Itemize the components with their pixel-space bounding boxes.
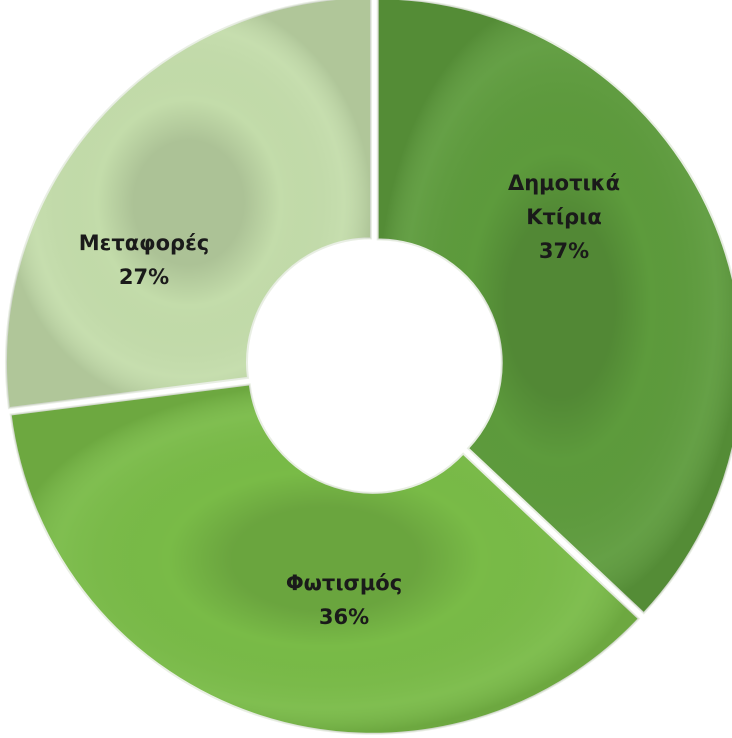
slice-value-label: 37% bbox=[539, 239, 589, 263]
slices-layer bbox=[5, 0, 732, 735]
slice-label: Μεταφορές 27% bbox=[79, 231, 209, 289]
slice-value-label: 36% bbox=[319, 605, 369, 629]
slice-category-label: Δημοτικά bbox=[508, 171, 620, 195]
slice-label: Φωτισμός 36% bbox=[286, 571, 402, 629]
donut-slice-shading bbox=[6, 0, 371, 409]
slice-label: Δημοτικά Κτίρια 37% bbox=[508, 171, 620, 263]
slice-category-label: Μεταφορές bbox=[79, 231, 209, 255]
slice-category-label: Κτίρια bbox=[526, 205, 602, 229]
slice-2 bbox=[9, 383, 641, 735]
slice-value-label: 27% bbox=[119, 265, 169, 289]
donut-slice-shading bbox=[377, 0, 732, 614]
donut-slice-shading bbox=[10, 384, 639, 734]
slice-3 bbox=[5, 0, 372, 410]
slice-category-label: Φωτισμός bbox=[286, 571, 402, 595]
slice-1 bbox=[376, 0, 732, 615]
labels-layer: Δημοτικά Κτίρια 37% Φωτισμός 36% Μεταφορές 27% bbox=[79, 171, 620, 629]
